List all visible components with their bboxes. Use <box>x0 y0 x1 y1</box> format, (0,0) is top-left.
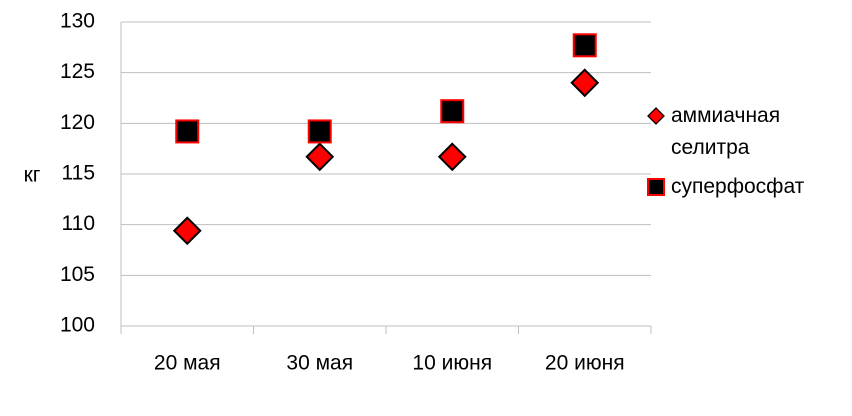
legend-label: аммиачная селитра <box>671 104 781 159</box>
x-tick-label: 20 мая <box>154 352 221 375</box>
y-tick-label: 120 <box>60 111 95 134</box>
y-axis-label: кг <box>24 164 41 187</box>
legend-marker <box>647 107 665 125</box>
point <box>172 216 202 246</box>
y-tick-label: 130 <box>60 10 95 33</box>
point <box>175 119 200 144</box>
x-tick-label: 30 мая <box>286 352 353 375</box>
y-tick-label: 115 <box>62 162 95 185</box>
point <box>305 142 335 172</box>
y-tick-label: 125 <box>60 60 95 83</box>
point <box>440 99 465 124</box>
x-tick-label: 10 июня <box>412 352 492 375</box>
point <box>307 119 332 144</box>
legend-label: суперфосфат <box>671 175 805 198</box>
x-tick-label: 20 июня <box>545 352 625 375</box>
legend-marker <box>647 178 665 196</box>
y-tick-label: 100 <box>60 314 95 337</box>
point <box>570 68 600 98</box>
point <box>437 142 467 172</box>
point <box>572 33 597 58</box>
y-tick-label: 105 <box>60 263 95 286</box>
y-tick-label: 110 <box>62 212 95 235</box>
